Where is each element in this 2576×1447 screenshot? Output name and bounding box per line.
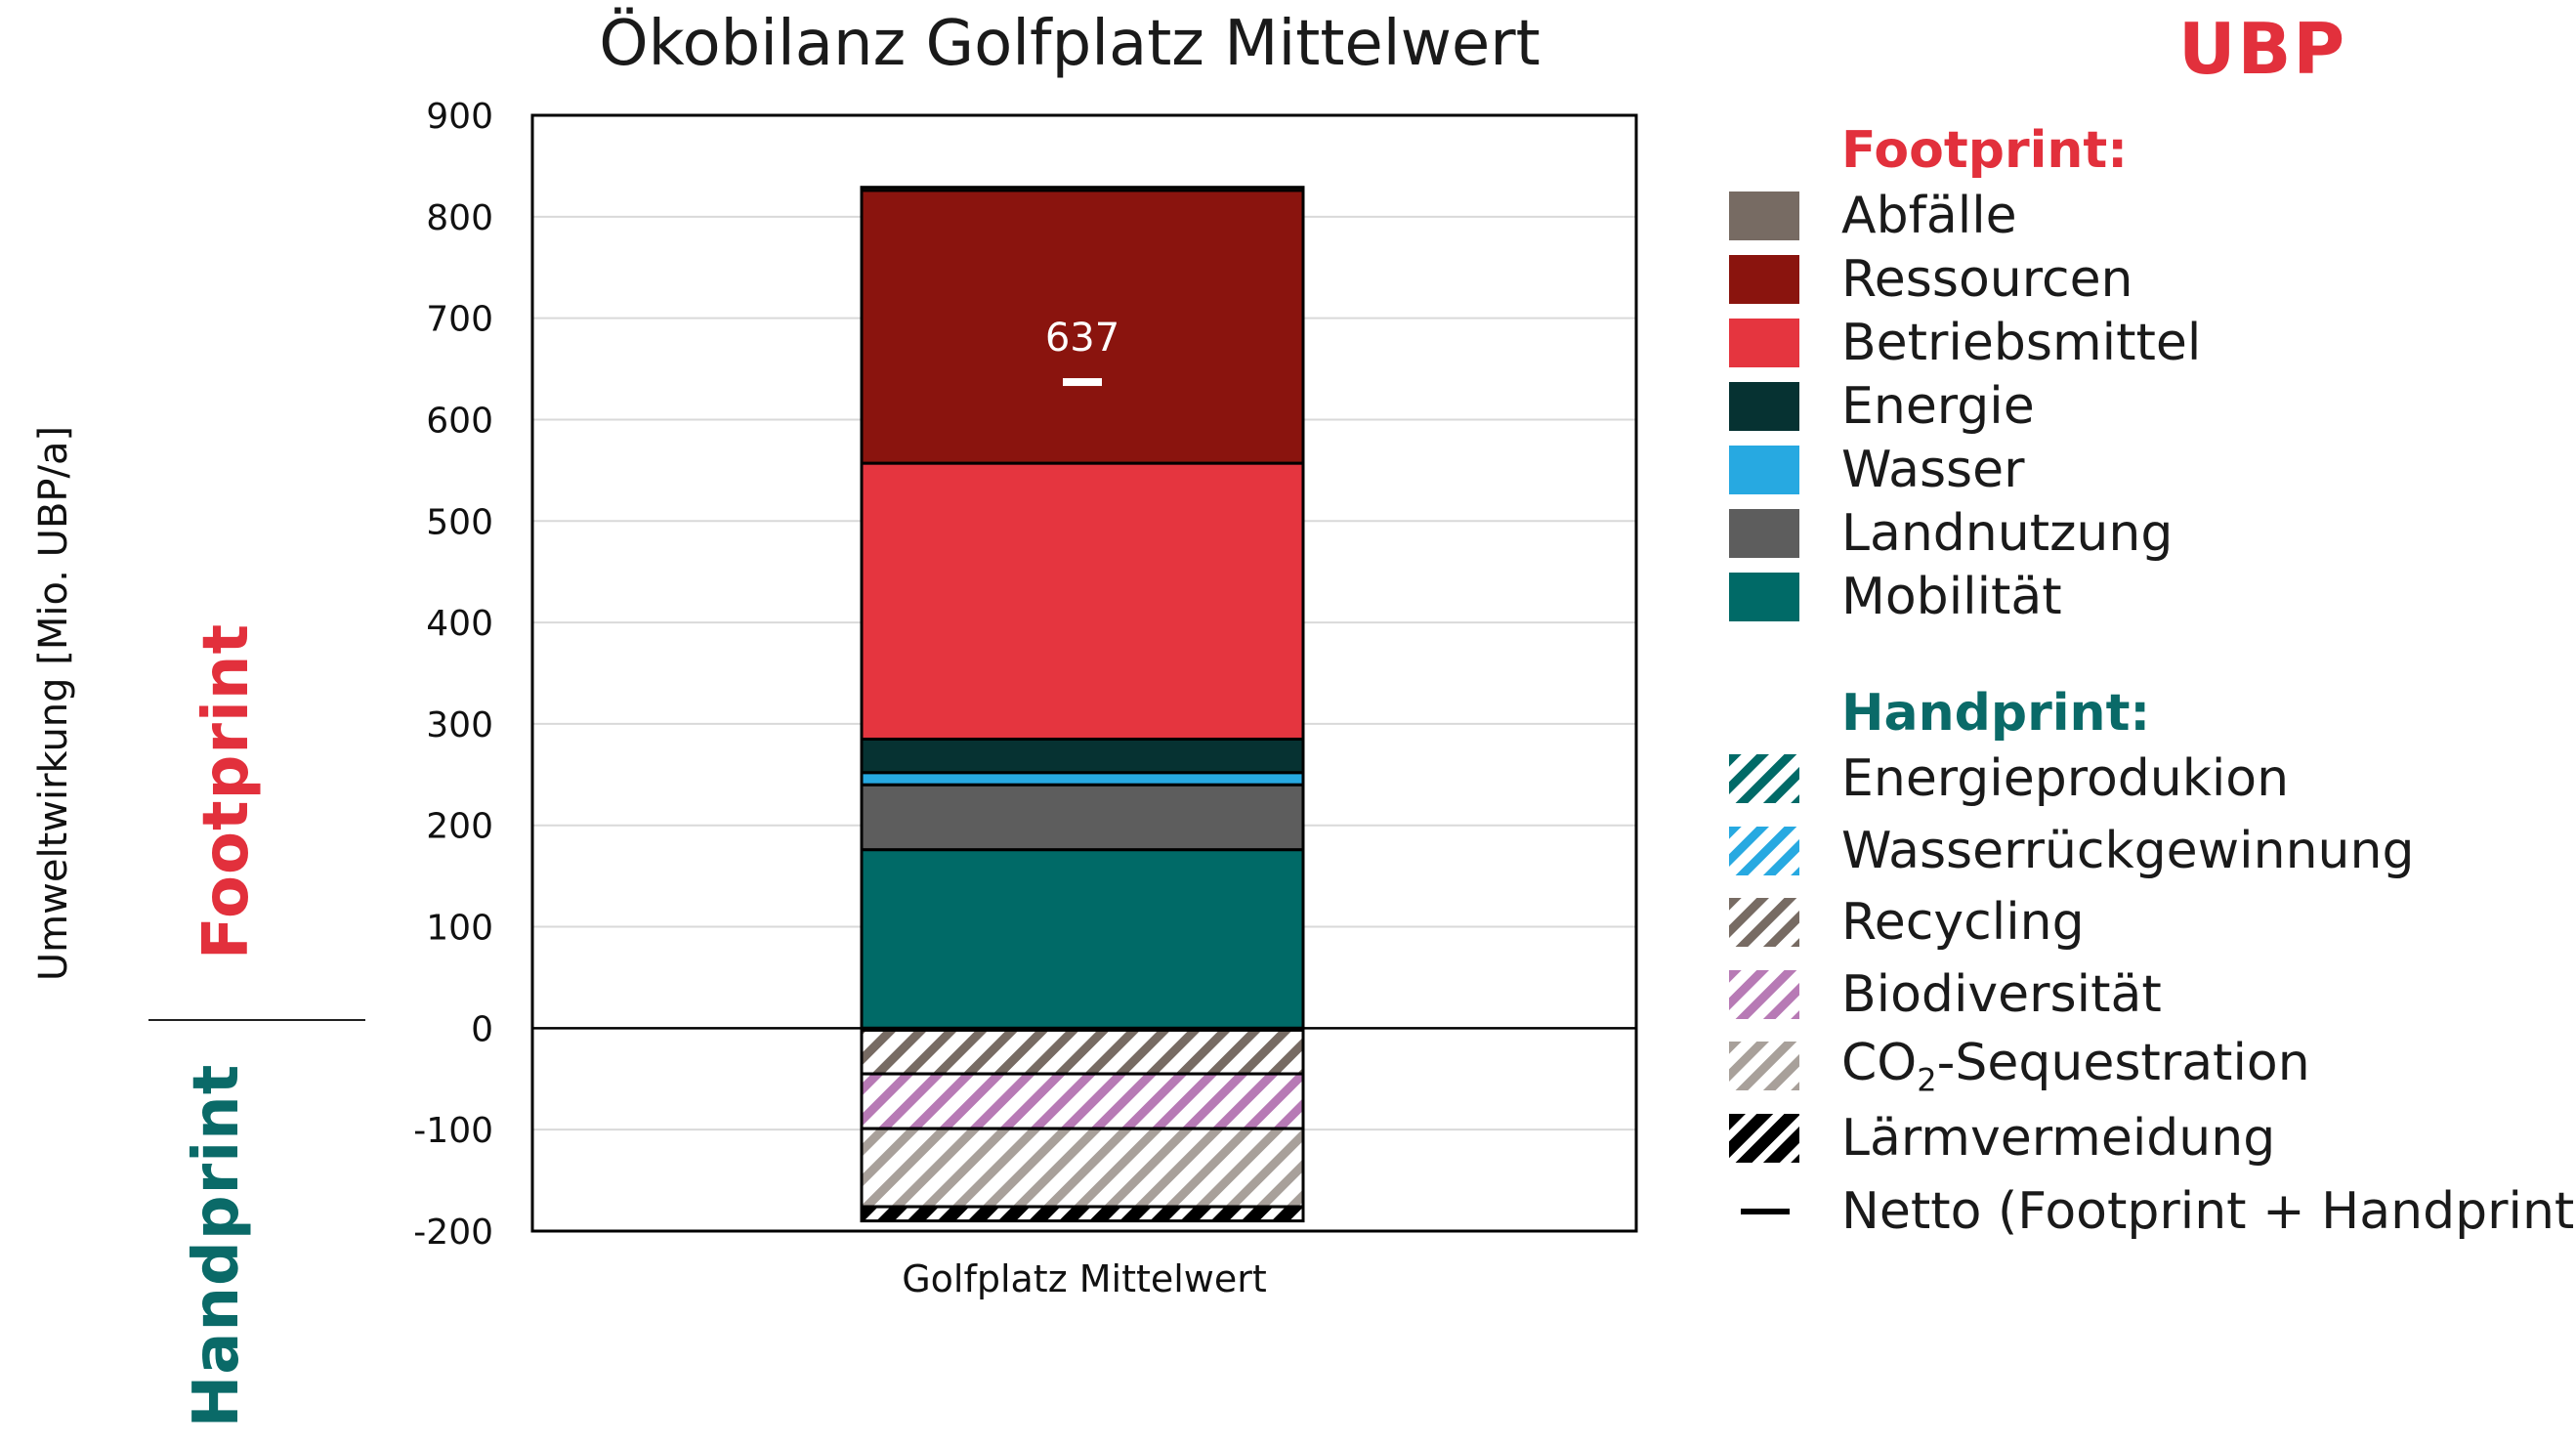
y-tick-label: 300 <box>426 705 493 745</box>
y-tick-label: 0 <box>471 1009 493 1049</box>
legend-swatch <box>1729 319 1799 367</box>
legend-label: Abfälle <box>1841 187 2017 245</box>
legend-hatch-swatch <box>1729 969 1799 1019</box>
legend-item-co2-sequestration: CO2-Sequestration <box>1729 1033 2310 1099</box>
legend-swatch <box>1729 192 1799 240</box>
legend-swatch <box>1729 382 1799 431</box>
stacked-bar-chart: -200 -100 0 100 200 300 400 500 600 700 800 900 637 <box>413 97 1638 1253</box>
y-tick-label: 600 <box>426 401 493 441</box>
legend-label: Ressourcen <box>1841 250 2133 309</box>
legend-item-larmvermeidung: Lärmvermeidung <box>1729 1109 2275 1168</box>
legend-footprint-heading: Footprint: <box>1841 121 2129 180</box>
legend-label: Wasserrückgewinnung <box>1841 821 2415 880</box>
bar-segment-larmvermeidung <box>860 1205 1305 1223</box>
legend-item-net: Netto (Footprint + Handprint) <box>1729 1182 2576 1241</box>
bar-segment-energie <box>860 737 1305 775</box>
bar-segment-mobilitat <box>860 848 1305 1030</box>
y-tick-label: 700 <box>426 300 493 340</box>
legend-item-landnutzung: Landnutzung <box>1729 504 2173 563</box>
legend-label-net: Netto (Footprint + Handprint) <box>1841 1182 2576 1241</box>
x-category-label: Golfplatz Mittelwert <box>902 1257 1267 1300</box>
legend-item-mobilitat: Mobilität <box>1729 568 2062 626</box>
y-tick-label: 200 <box>426 807 493 847</box>
legend-item-betriebsmittel: Betriebsmittel <box>1729 314 2201 372</box>
legend-item-energie: Energie <box>1729 377 2035 436</box>
legend-label: Wasser <box>1841 441 2025 499</box>
legend-handprint-heading: Handprint: <box>1841 684 2151 743</box>
legend-item-wasser: Wasser <box>1729 441 2025 499</box>
net-marker <box>1063 378 1102 387</box>
legend-item-wasserruckgewinnung: Wasserrückgewinnung <box>1729 822 2414 880</box>
legend-label: Recycling <box>1841 893 2085 952</box>
legend-hatch-swatch <box>1729 754 1799 803</box>
bar-segment-ressourcen <box>860 189 1305 465</box>
legend-label: Energieprodukion <box>1841 749 2290 808</box>
y-tick-label: -100 <box>413 1111 493 1151</box>
y-tick-label: 800 <box>426 198 493 238</box>
legend-label: Betriebsmittel <box>1841 314 2202 372</box>
bar-segment-wasser <box>860 771 1305 787</box>
legend-item-ressourcen: Ressourcen <box>1729 250 2133 309</box>
net-line-icon <box>1729 1187 1799 1236</box>
bar-segment-abfalle <box>860 186 1305 192</box>
bar-segment-landnutzung <box>860 783 1305 852</box>
legend-swatch <box>1729 255 1799 304</box>
legend-label: CO2-Sequestration <box>1841 1033 2310 1099</box>
legend-swatch <box>1729 573 1799 621</box>
bar-segment-biodiversitat <box>860 1072 1305 1130</box>
legend-hatch-swatch <box>1729 1042 1799 1090</box>
legend-label: Landnutzung <box>1841 504 2174 563</box>
bar-segment-recycling <box>860 1028 1305 1076</box>
y-tick-label: -200 <box>413 1213 493 1253</box>
legend-item-recycling: Recycling <box>1729 893 2085 952</box>
bar-segment-co2-sequestration <box>860 1127 1305 1209</box>
bar-segment-betriebsmittel <box>860 461 1305 741</box>
legend-hatch-swatch <box>1729 826 1799 875</box>
plot-frame <box>530 113 1638 1233</box>
y-tick-label: 500 <box>426 502 493 542</box>
legend-swatch <box>1729 509 1799 558</box>
legend-label: Lärmvermeidung <box>1841 1108 2276 1168</box>
legend-item-biodiversitat: Biodiversität <box>1729 965 2162 1024</box>
legend-swatch <box>1729 446 1799 494</box>
ubp-badge: UBP <box>2178 8 2347 90</box>
footprint-handprint-separator <box>148 1019 365 1021</box>
legend-hatch-swatch <box>1729 898 1799 947</box>
y-tick-label: 400 <box>426 604 493 644</box>
net-data-label: 637 <box>1045 316 1119 361</box>
legend-hatch-swatch <box>1729 1113 1799 1163</box>
legend-label: Energie <box>1841 377 2035 436</box>
chart-title: Ökobilanz Golfplatz Mittelwert <box>599 8 1541 80</box>
legend-label: Biodiversität <box>1841 964 2162 1024</box>
y-tick-label: 900 <box>426 97 493 137</box>
legend-label: Mobilität <box>1841 568 2062 626</box>
legend-item-energieprodukion: Energieprodukion <box>1729 749 2289 808</box>
y-tick-label: 100 <box>426 909 493 949</box>
legend-item-abfalle: Abfälle <box>1729 187 2017 245</box>
